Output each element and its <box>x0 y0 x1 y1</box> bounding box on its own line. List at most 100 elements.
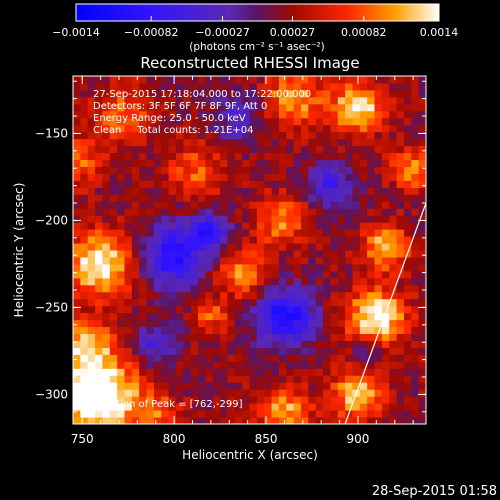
heatmap-cell <box>374 403 383 411</box>
heatmap-cell <box>345 354 353 362</box>
heatmap-cell <box>411 124 420 133</box>
heatmap-cell <box>139 368 148 376</box>
heatmap-cell <box>330 103 339 112</box>
heatmap-cell <box>345 138 353 147</box>
heatmap-cell <box>212 103 221 112</box>
heatmap-cell <box>175 333 184 341</box>
heatmap-cell <box>256 138 265 147</box>
heatmap-cell <box>308 215 317 223</box>
heatmap-cell <box>396 326 405 335</box>
heatmap-cell <box>286 270 295 279</box>
heatmap-cell <box>139 166 148 174</box>
heatmap-cell <box>367 236 376 244</box>
heatmap-cell <box>264 312 273 321</box>
heatmap-cell <box>73 236 81 244</box>
heatmap-cell <box>359 194 368 202</box>
heatmap-cell <box>102 326 111 335</box>
heatmap-cell <box>168 222 177 230</box>
heatmap-cell <box>352 76 361 84</box>
heatmap-cell <box>73 243 81 251</box>
heatmap-cell <box>198 138 206 147</box>
heatmap-cell <box>131 361 140 369</box>
heatmap-cell <box>330 236 339 244</box>
heatmap-cell <box>323 82 331 91</box>
heatmap-cell <box>190 173 199 181</box>
heatmap-cell <box>411 270 420 279</box>
heatmap-cell <box>198 389 206 397</box>
heatmap-cell <box>286 396 295 404</box>
heatmap-cell <box>102 236 111 244</box>
heatmap-cell <box>205 396 214 404</box>
heatmap-cell <box>139 180 148 188</box>
heatmap-cell <box>227 396 236 404</box>
heatmap-cell <box>220 361 228 369</box>
heatmap-cell <box>153 291 162 300</box>
heatmap-cell <box>264 354 273 362</box>
heatmap-cell <box>271 124 280 133</box>
heatmap-cell <box>418 103 426 112</box>
heatmap-cell <box>117 96 125 105</box>
heatmap-cell <box>411 152 420 161</box>
heatmap-cell <box>146 270 155 279</box>
heatmap-cell <box>411 312 420 321</box>
heatmap-cell <box>278 403 287 411</box>
heatmap-cell <box>139 361 148 369</box>
heatmap-cell <box>109 110 118 119</box>
heatmap-cell <box>234 180 243 188</box>
heatmap-cell <box>396 277 405 286</box>
heatmap-cell <box>359 159 368 167</box>
heatmap-cell <box>330 187 339 195</box>
heatmap-cell <box>389 201 398 209</box>
heatmap-cell <box>205 159 214 167</box>
heatmap-cell <box>168 208 177 216</box>
heatmap-cell <box>345 131 353 140</box>
heatmap-cell <box>220 305 228 314</box>
heatmap-cell <box>198 222 206 230</box>
heatmap-cell <box>227 76 236 84</box>
heatmap-cell <box>403 340 412 348</box>
heatmap-cell <box>161 243 170 251</box>
heatmap-cell <box>374 173 383 181</box>
heatmap-cell <box>190 166 199 174</box>
heatmap-cell <box>286 361 295 369</box>
heatmap-cell <box>242 103 250 112</box>
heatmap-cell <box>198 270 206 279</box>
heatmap-cell <box>146 417 155 424</box>
heatmap-cell <box>293 124 302 133</box>
heatmap-cell <box>198 263 206 272</box>
heatmap-cell <box>264 96 273 105</box>
heatmap-cell <box>183 96 192 105</box>
heatmap-cell <box>286 368 295 376</box>
heatmap-cell <box>367 312 376 321</box>
heatmap-cell <box>131 229 140 237</box>
heatmap-cell <box>227 354 236 362</box>
heatmap-cell <box>220 166 228 174</box>
heatmap-cell <box>117 375 125 383</box>
heatmap-cell <box>323 243 331 251</box>
heatmap-cell <box>190 368 199 376</box>
heatmap-cell <box>124 284 133 293</box>
heatmap-cell <box>153 403 162 411</box>
heatmap-cell <box>190 375 199 383</box>
heatmap-cell <box>80 389 89 397</box>
heatmap-cell <box>87 270 96 279</box>
heatmap-cell <box>330 298 339 307</box>
heatmap-cell <box>278 103 287 112</box>
heatmap-cell <box>161 347 170 355</box>
heatmap-cell <box>418 347 426 355</box>
heatmap-cell <box>337 180 346 188</box>
heatmap-cell <box>352 277 361 286</box>
heatmap-cell <box>212 96 221 105</box>
heatmap-cell <box>323 180 331 188</box>
heatmap-cell <box>381 333 390 341</box>
heatmap-cell <box>256 152 265 161</box>
heatmap-cell <box>418 403 426 411</box>
heatmap-cell <box>175 417 184 424</box>
heatmap-cell <box>293 152 302 161</box>
heatmap-cell <box>330 284 339 293</box>
heatmap-cell <box>278 243 287 251</box>
heatmap-cell <box>345 201 353 209</box>
heatmap-cell <box>403 298 412 307</box>
heatmap-cell <box>117 208 125 216</box>
